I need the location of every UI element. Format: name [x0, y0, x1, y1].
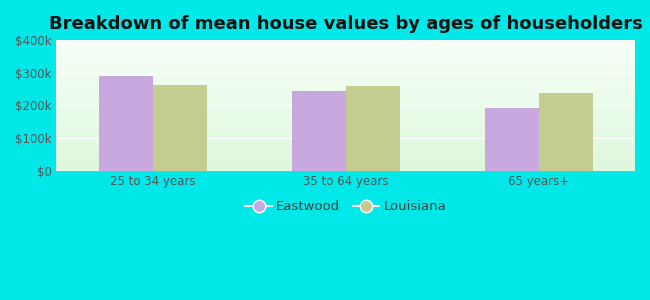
- Bar: [153, 85, 207, 171]
- Bar: [99, 76, 153, 171]
- Legend: Eastwood, Louisiana: Eastwood, Louisiana: [240, 195, 451, 219]
- Bar: [292, 91, 346, 171]
- Title: Breakdown of mean house values by ages of householders: Breakdown of mean house values by ages o…: [49, 15, 643, 33]
- Bar: [346, 86, 400, 171]
- Bar: [539, 93, 593, 171]
- Bar: [485, 108, 539, 171]
